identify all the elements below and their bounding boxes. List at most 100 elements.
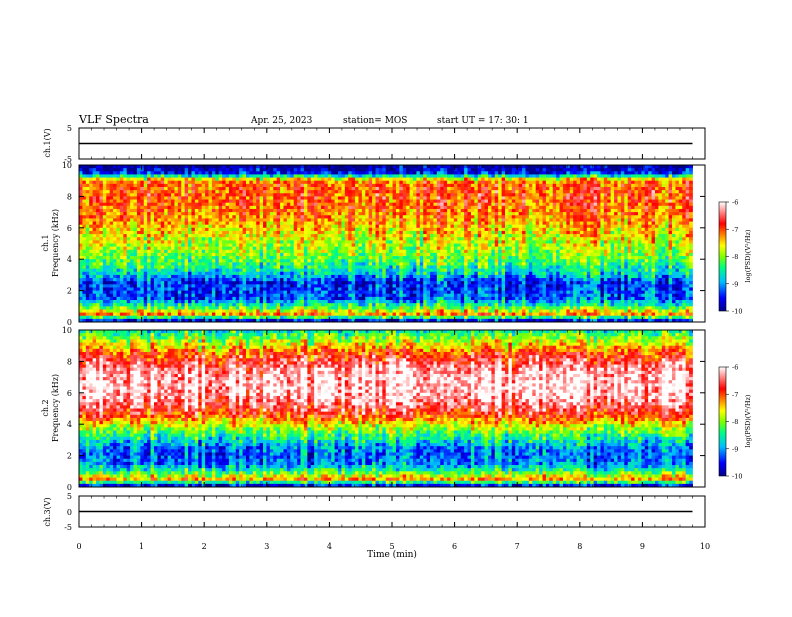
spectrogram-cell xyxy=(226,244,230,248)
spectrogram-cell xyxy=(376,316,380,320)
spectrogram-cell xyxy=(130,203,134,207)
spectrogram-cell xyxy=(195,269,199,273)
spectrogram-cell xyxy=(355,250,359,254)
spectrogram-cell xyxy=(307,168,311,172)
spectrogram-cell xyxy=(253,250,257,254)
spectrogram-cell xyxy=(243,165,247,169)
spectrogram-cell xyxy=(191,253,195,257)
spectrogram-cell xyxy=(205,206,209,210)
spectrogram-cell xyxy=(260,231,264,235)
spectrogram-cell xyxy=(406,300,410,304)
spectrogram-cell xyxy=(157,174,161,178)
spectrogram-cell xyxy=(110,196,114,200)
spectrogram-cell xyxy=(168,196,172,200)
spectrogram-cell xyxy=(147,218,151,222)
spectrogram-cell xyxy=(283,281,287,285)
spectrogram-cell xyxy=(263,200,267,204)
spectrogram-cell xyxy=(130,237,134,241)
spectrogram-cell xyxy=(335,300,339,304)
spectrogram-cell xyxy=(362,196,366,200)
spectrogram-cell xyxy=(328,281,332,285)
spectrogram-cell xyxy=(253,215,257,219)
spectrogram-cell xyxy=(389,215,393,219)
spectrogram-cell xyxy=(283,309,287,313)
spectrogram-cell xyxy=(406,200,410,204)
spectrogram-cell xyxy=(215,272,219,276)
spectrogram-cell xyxy=(249,309,253,313)
spectrogram-cell xyxy=(185,247,189,251)
spectrogram-cell xyxy=(294,303,298,307)
spectrogram-cell xyxy=(355,206,359,210)
spectrogram-cell xyxy=(386,240,390,244)
spectrogram-cell xyxy=(260,174,264,178)
spectrogram-cell xyxy=(410,184,414,188)
spectrogram-cell xyxy=(188,171,192,175)
spectrogram-cell xyxy=(294,171,298,175)
spectrogram-cell xyxy=(205,190,209,194)
spectrogram-cell xyxy=(103,165,107,169)
spectrogram-cell xyxy=(410,237,414,241)
spectrogram-cell xyxy=(82,218,86,222)
spectrogram-cell xyxy=(277,291,281,295)
spectrogram-cell xyxy=(328,178,332,182)
spectrogram-cell xyxy=(215,228,219,232)
spectrogram-cell xyxy=(215,297,219,301)
spectrogram-cell xyxy=(243,253,247,257)
spectrogram-cell xyxy=(137,237,141,241)
spectrogram-cell xyxy=(236,231,240,235)
spectrogram-cell xyxy=(178,291,182,295)
spectrogram-cell xyxy=(372,240,376,244)
spectrogram-cell xyxy=(328,240,332,244)
spectrogram-cell xyxy=(215,168,219,172)
spectrogram-cell xyxy=(307,187,311,191)
spectrogram-cell xyxy=(127,294,131,298)
spectrogram-cell xyxy=(103,212,107,216)
spectrogram-cell xyxy=(382,303,386,307)
spectrogram-cell xyxy=(168,269,172,273)
spectrogram-cell xyxy=(324,203,328,207)
spectrogram-cell xyxy=(410,294,414,298)
spectrogram-cell xyxy=(178,187,182,191)
spectrogram-cell xyxy=(103,272,107,276)
spectrogram-cell xyxy=(151,231,155,235)
spectrogram-cell xyxy=(256,240,260,244)
spectrogram-cell xyxy=(113,212,117,216)
spectrogram-cell xyxy=(270,234,274,238)
spectrogram-cell xyxy=(314,171,318,175)
spectrogram-cell xyxy=(263,234,267,238)
spectrogram-cell xyxy=(396,168,400,172)
spectrogram-cell xyxy=(376,309,380,313)
spectrogram-cell xyxy=(341,281,345,285)
spectrogram-cell xyxy=(399,196,403,200)
spectrogram-cell xyxy=(277,187,281,191)
spectrogram-cell xyxy=(96,228,100,232)
spectrogram-cell xyxy=(324,294,328,298)
spectrogram-cell xyxy=(79,171,83,175)
spectrogram-cell xyxy=(188,218,192,222)
spectrogram-cell xyxy=(140,244,144,248)
spectrogram-cell xyxy=(209,256,213,260)
spectrogram-cell xyxy=(151,190,155,194)
spectrogram-cell xyxy=(311,231,315,235)
spectrogram-cell xyxy=(335,203,339,207)
spectrogram-cell xyxy=(205,269,209,273)
spectrogram-cell xyxy=(147,206,151,210)
spectrogram-cell xyxy=(372,181,376,185)
spectrogram-cell xyxy=(212,272,216,276)
spectrogram-cell xyxy=(106,278,110,282)
spectrogram-cell xyxy=(314,265,318,269)
spectrogram-cell xyxy=(198,275,202,279)
spectrogram-cell xyxy=(348,237,352,241)
spectrogram-cell xyxy=(290,240,294,244)
spectrogram-cell xyxy=(413,234,417,238)
spectrogram-cell xyxy=(287,272,291,276)
spectrogram-cell xyxy=(321,184,325,188)
spectrogram-cell xyxy=(127,269,131,273)
spectrogram-cell xyxy=(410,269,414,273)
spectrogram-cell xyxy=(219,253,223,257)
spectrogram-cell xyxy=(290,259,294,263)
spectrogram-cell xyxy=(253,187,257,191)
spectrogram-cell xyxy=(256,206,260,210)
spectrogram-cell xyxy=(249,297,253,301)
spectrogram-cell xyxy=(140,212,144,216)
